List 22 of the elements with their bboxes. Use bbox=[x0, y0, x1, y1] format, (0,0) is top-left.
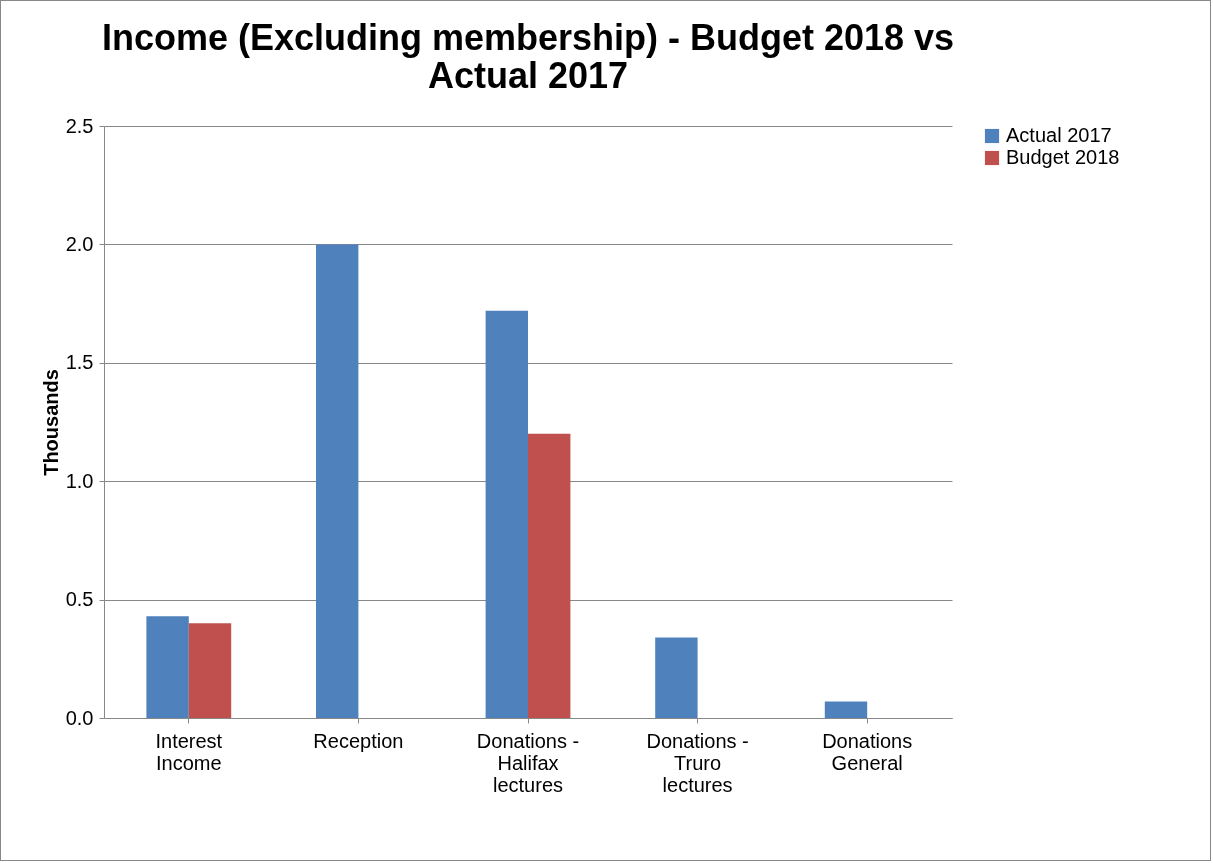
x-tick-label: Donations - Halifax lectures bbox=[476, 729, 580, 796]
bar bbox=[824, 701, 868, 718]
bar bbox=[316, 244, 359, 718]
x-tick-label: Interest Income bbox=[155, 729, 223, 774]
legend-label: Actual 2017 bbox=[1006, 124, 1112, 146]
bar bbox=[146, 616, 189, 718]
y-tick-label: 1.0 bbox=[65, 469, 94, 492]
bar bbox=[188, 623, 232, 718]
y-tick-label: 0.0 bbox=[65, 706, 94, 729]
y-tick-label: 0.5 bbox=[65, 588, 94, 611]
y-axis-title: Thousands bbox=[39, 369, 62, 476]
bar bbox=[655, 637, 698, 718]
y-tick-label: 1.5 bbox=[65, 351, 94, 374]
legend-label: Budget 2018 bbox=[1006, 146, 1120, 168]
bar bbox=[485, 310, 528, 718]
y-tick-label: 2.5 bbox=[65, 114, 94, 137]
x-tick-label: Donations - Truro lectures bbox=[646, 729, 749, 796]
x-tick-label: Donations General bbox=[822, 729, 913, 774]
y-tick-label: 2.0 bbox=[65, 232, 94, 255]
x-tick-label: Reception bbox=[313, 729, 404, 752]
chart-title: Income (Excluding membership) - Budget 2018 vs Actual 2017 bbox=[101, 17, 955, 96]
bar bbox=[528, 433, 571, 718]
